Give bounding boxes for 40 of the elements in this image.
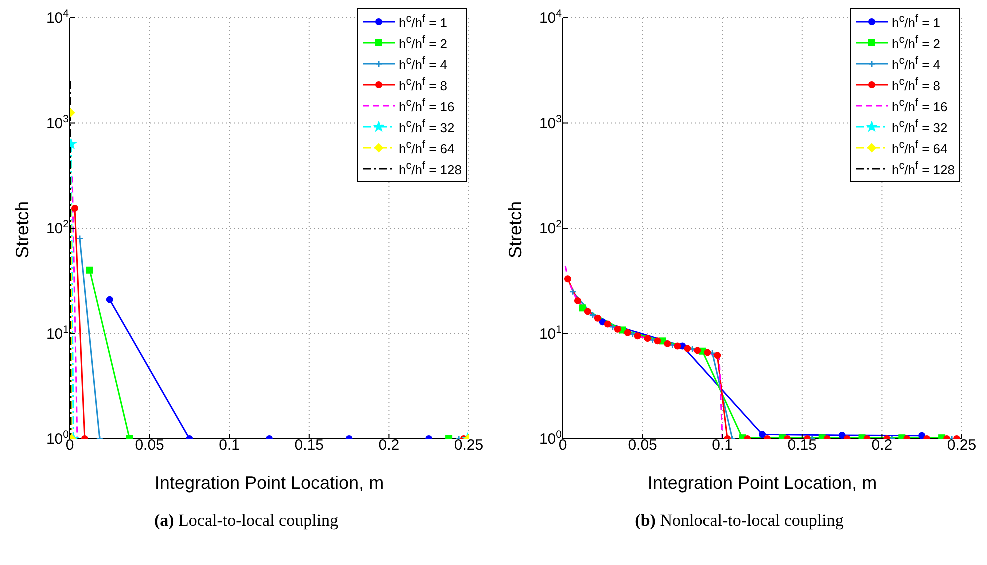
x-tick-label: 0.15: [294, 437, 324, 454]
legend-label: h$^{c}$/h$^{f}$ = 4: [398, 54, 448, 72]
y-tick-label: 10$^{2}$: [46, 218, 70, 238]
legend-label: h$^{c}$/h$^{f}$ = 4: [892, 54, 941, 72]
x-tick-label: 0.05: [135, 437, 164, 454]
x-tick-label: 0.05: [628, 437, 658, 454]
y-tick-label: 10$^{1}$: [539, 324, 562, 343]
x-tick-label: 0.25: [454, 437, 484, 454]
x-tick-label: 0.15: [788, 437, 817, 454]
legend-label: h$^{c}$/h$^{f}$ = 128: [892, 160, 955, 178]
y-tick-label: 10$^{3}$: [539, 113, 562, 132]
legend-label: h$^{c}$/h$^{f}$ = 16: [892, 96, 948, 114]
y-axis-title: Stretch: [12, 201, 32, 258]
legend-label: h$^{c}$/h$^{f}$ = 64: [398, 138, 455, 156]
x-tick-label: 0.2: [872, 437, 893, 454]
x-tick-label: 0.2: [378, 437, 400, 454]
legend-label: h$^{c}$/h$^{f}$ = 8: [892, 76, 941, 94]
text: (a) Local-to-local coupling: [153, 511, 340, 531]
legend-label: h$^{c}$/h$^{f}$ = 1: [892, 12, 941, 30]
x-tick-label: 0.1: [219, 437, 240, 454]
legend-label: h$^{c}$/h$^{f}$ = 2: [398, 34, 448, 52]
x-axis-title: Integration Point Location, m: [154, 473, 384, 493]
legend-label: h$^{c}$/h$^{f}$ = 16: [398, 96, 455, 114]
legend-label: h$^{c}$/h$^{f}$ = 128: [398, 160, 462, 178]
legend-label: h$^{c}$/h$^{f}$ = 32: [892, 118, 948, 136]
y-tick-label: 10$^{2}$: [539, 218, 562, 238]
legend-label: h$^{c}$/h$^{f}$ = 1: [398, 12, 448, 30]
x-axis-title: Integration Point Location, m: [648, 473, 878, 493]
y-tick-label: 10$^{1}$: [46, 324, 70, 343]
legend-label: h$^{c}$/h$^{f}$ = 8: [398, 76, 448, 94]
legend-label: h$^{c}$/h$^{f}$ = 64: [892, 138, 948, 156]
legend-label: h$^{c}$/h$^{f}$ = 2: [892, 34, 941, 52]
legend-label: h$^{c}$/h$^{f}$ = 32: [398, 118, 455, 136]
y-tick-label: 10$^{3}$: [46, 113, 70, 132]
y-tick-label: 10$^{4}$: [539, 8, 562, 27]
text: (b) Nonlocal-to-local coupling: [634, 511, 845, 531]
y-tick-label: 10$^{4}$: [46, 8, 70, 27]
x-tick-label: 0.1: [712, 437, 734, 454]
y-axis-title: Stretch: [505, 201, 526, 258]
x-tick-label: 0.25: [947, 437, 977, 454]
